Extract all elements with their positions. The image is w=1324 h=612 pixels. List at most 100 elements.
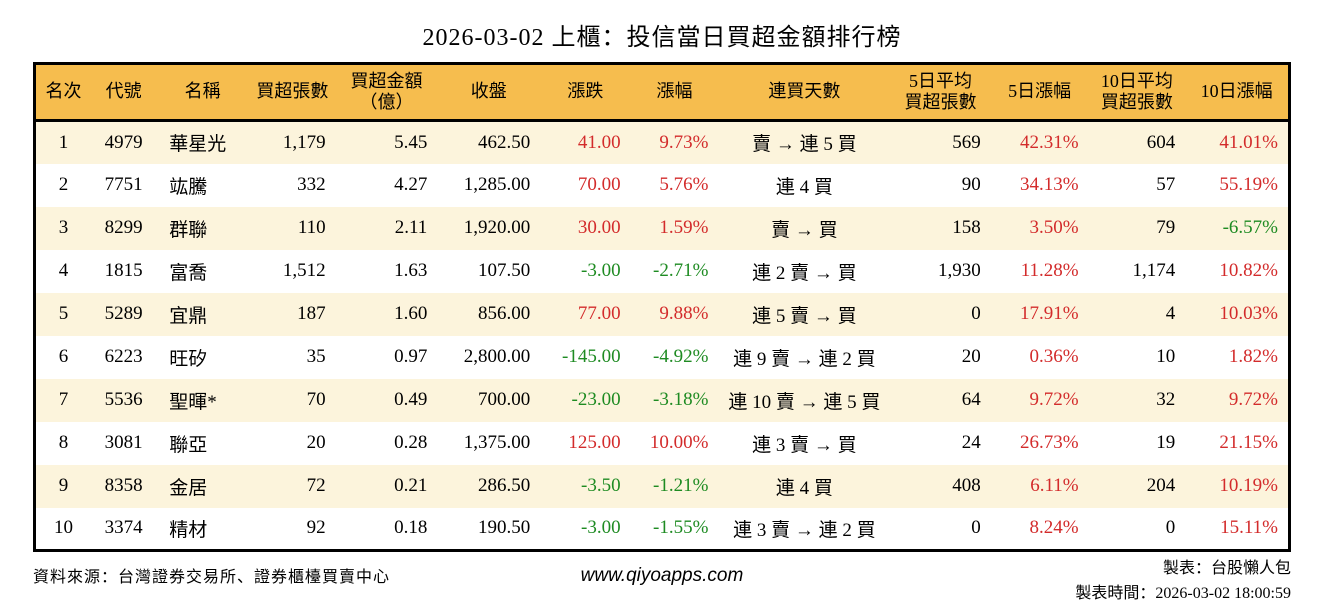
cell-stock-name: 聖暉* xyxy=(169,391,217,413)
cell-change-pct: -3.18% xyxy=(653,389,709,410)
cell-pct10-change: 1.82% xyxy=(1228,346,1278,367)
cell-rank: 1 xyxy=(58,131,69,153)
col-header-stock-code: 代號 xyxy=(105,81,142,102)
cell-change-pct: -1.21% xyxy=(653,475,709,496)
credits-block: 製表：台股懶人包 製表時間：2026-03-02 18:00:59 xyxy=(872,557,1291,607)
col-header-rank: 名次 xyxy=(45,81,82,102)
cell-stock-name: 宜鼎 xyxy=(169,305,208,327)
cell-net-buy-amount: 0.97 xyxy=(394,346,428,367)
cell-stock-code: 1815 xyxy=(104,260,143,281)
cell-change-pct: -1.55% xyxy=(653,517,709,539)
cell-stock-name: 竑騰 xyxy=(169,176,208,198)
col-header-avg5-net-buy: 5日平均 買超張數 xyxy=(904,70,977,112)
cell-price-change: 41.00 xyxy=(577,131,621,153)
cell-avg5-net-buy: 0 xyxy=(971,517,981,539)
website-url: www.qiyoapps.com xyxy=(580,565,744,586)
col-header-pct10-change: 10日漲幅 xyxy=(1200,81,1273,102)
cell-net-buy-lots: 332 xyxy=(297,174,326,195)
cell-price-change: -145.00 xyxy=(562,346,621,367)
cell-pct5-change: 8.24% xyxy=(1029,517,1079,539)
cell-price-change: 125.00 xyxy=(568,432,621,453)
cell-avg5-net-buy: 20 xyxy=(961,346,981,367)
cell-rank: 8 xyxy=(58,432,69,453)
cell-stock-code: 3374 xyxy=(104,517,143,539)
cell-price-change: -3.00 xyxy=(581,260,621,281)
cell-net-buy-amount: 0.28 xyxy=(394,432,428,453)
cell-stock-name: 富喬 xyxy=(169,262,208,284)
cell-net-buy-amount: 0.18 xyxy=(394,517,428,539)
cell-change-pct: -4.92% xyxy=(653,346,709,367)
cell-rank: 7 xyxy=(58,389,69,410)
col-header-avg10-net-buy: 10日平均 買超張數 xyxy=(1100,70,1173,112)
table-row: 3 8299 群聯 110 2.11 1,920.00 30.00 1.59% 賣 → 買 158… xyxy=(34,206,1290,250)
cell-pct5-change: 9.72% xyxy=(1029,389,1079,410)
cell-rank: 2 xyxy=(58,174,69,195)
cell-buy-streak: 連 10 賣 → 連 5 買 xyxy=(728,391,881,413)
cell-price-change: 30.00 xyxy=(577,217,621,238)
cell-pct5-change: 42.31% xyxy=(1020,131,1079,153)
cell-pct10-change: 15.11% xyxy=(1220,517,1278,539)
cell-buy-streak: 連 3 賣 → 連 2 買 xyxy=(733,519,876,541)
header-row: 名次 代號 名稱 買超張數 買超金額 （億） 收盤 漲跌 漲幅 連買天數 5日平均 買超張數 5日漲… xyxy=(34,63,1290,121)
cell-buy-streak: 連 9 賣 → 連 2 買 xyxy=(733,348,876,370)
data-source-note: 資料來源：台灣證券交易所、證券櫃檯買賣中心 xyxy=(33,569,391,586)
cell-change-pct: 9.88% xyxy=(659,303,709,324)
cell-pct10-change: 21.15% xyxy=(1219,432,1278,453)
cell-avg10-net-buy: 0 xyxy=(1165,517,1176,539)
cell-avg10-net-buy: 57 xyxy=(1156,174,1176,195)
cell-avg10-net-buy: 79 xyxy=(1156,217,1176,238)
col-header-net-buy-amount: 買超金額 （億） xyxy=(350,70,423,112)
cell-pct10-change: 9.72% xyxy=(1228,389,1278,410)
cell-stock-code: 3081 xyxy=(104,432,143,453)
cell-net-buy-lots: 92 xyxy=(306,517,326,539)
cell-change-pct: 1.59% xyxy=(659,217,709,238)
cell-net-buy-amount: 0.49 xyxy=(394,389,428,410)
col-header-change-pct: 漲幅 xyxy=(656,81,693,102)
cell-change-pct: 10.00% xyxy=(649,432,709,453)
cell-avg5-net-buy: 90 xyxy=(961,174,981,195)
cell-pct5-change: 17.91% xyxy=(1020,303,1079,324)
table-row: 8 3081 聯亞 20 0.28 1,375.00 125.00 10.00% 連 3 賣 →… xyxy=(34,421,1290,465)
cell-rank: 6 xyxy=(58,346,69,367)
cell-stock-code: 5536 xyxy=(104,389,143,410)
cell-avg10-net-buy: 32 xyxy=(1156,389,1176,410)
col-header-pct5-change: 5日漲幅 xyxy=(1008,81,1072,102)
cell-price-change: -3.00 xyxy=(581,517,621,539)
cell-change-pct: 5.76% xyxy=(659,174,709,195)
cell-price-change: 77.00 xyxy=(577,303,621,324)
cell-net-buy-lots: 110 xyxy=(297,217,326,238)
cell-rank: 9 xyxy=(58,475,69,496)
cell-net-buy-lots: 1,512 xyxy=(282,260,326,281)
cell-avg10-net-buy: 4 xyxy=(1165,303,1176,324)
table-row: 5 5289 宜鼎 187 1.60 856.00 77.00 9.88% 連 5 賣 → 買 0… xyxy=(34,292,1290,336)
table-row: 10 3374 精材 92 0.18 190.50 -3.00 -1.55% 連 3 賣 → 連… xyxy=(34,507,1290,551)
cell-pct5-change: 34.13% xyxy=(1020,174,1079,195)
cell-close-price: 462.50 xyxy=(477,131,531,153)
cell-pct10-change: -6.57% xyxy=(1222,217,1278,238)
table-header: 名次 代號 名稱 買超張數 買超金額 （億） 收盤 漲跌 漲幅 連買天數 5日平均 買超張數 5日漲… xyxy=(34,63,1290,121)
cell-buy-streak: 賣 → 連 5 買 xyxy=(752,134,857,156)
cell-buy-streak: 連 5 賣 → 買 xyxy=(752,305,857,327)
cell-stock-code: 5289 xyxy=(104,303,143,324)
author-note: 製表：台股懶人包 xyxy=(1162,560,1291,577)
cell-pct5-change: 26.73% xyxy=(1020,432,1079,453)
cell-close-price: 1,920.00 xyxy=(463,217,531,238)
cell-pct5-change: 0.36% xyxy=(1029,346,1079,367)
cell-price-change: -3.50 xyxy=(581,475,621,496)
table-row: 1 4979 華星光 1,179 5.45 462.50 41.00 9.73% 賣 → 連 5… xyxy=(34,120,1290,164)
cell-close-price: 856.00 xyxy=(477,303,531,324)
cell-net-buy-amount: 2.11 xyxy=(394,217,428,238)
cell-stock-code: 8299 xyxy=(104,217,143,238)
cell-close-price: 1,285.00 xyxy=(463,174,531,195)
report-timestamp: 製表時間：2026-03-02 18:00:59 xyxy=(1075,584,1291,602)
cell-close-price: 286.50 xyxy=(477,475,531,496)
cell-avg5-net-buy: 24 xyxy=(961,432,981,453)
cell-rank: 3 xyxy=(58,217,69,238)
cell-avg10-net-buy: 1,174 xyxy=(1132,260,1176,281)
cell-net-buy-lots: 20 xyxy=(306,432,326,453)
cell-buy-streak: 連 4 買 xyxy=(775,176,833,198)
cell-pct10-change: 10.19% xyxy=(1219,475,1278,496)
cell-rank: 10 xyxy=(53,517,73,539)
cell-avg10-net-buy: 10 xyxy=(1156,346,1176,367)
cell-stock-name: 精材 xyxy=(169,519,208,541)
